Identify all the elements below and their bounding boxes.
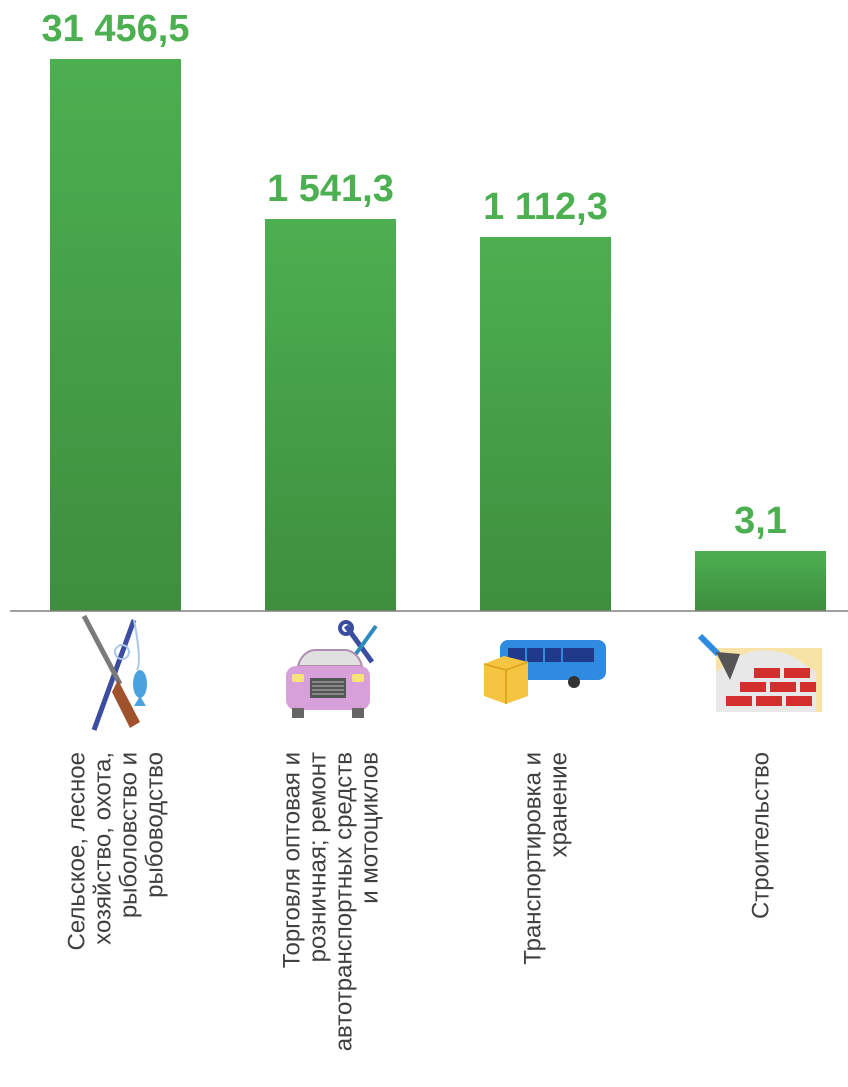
category-label-3: Транспортировка и хранение: [520, 752, 573, 965]
bar-1: [50, 59, 181, 611]
category-label-line: Сельское, лесное: [64, 752, 91, 951]
category-label-line: Торговля оптовая и: [279, 752, 306, 968]
car-repair-icon: [286, 620, 378, 718]
bar-value-label-2: 1 541,3: [267, 168, 394, 210]
category-label-line: Строительство: [748, 752, 775, 919]
category-label-line: и мотоциклов: [357, 752, 384, 904]
category-label-4: Строительство: [748, 752, 775, 919]
hunting-fishing-icon: [81, 614, 147, 731]
category-label-line: рыбоводство: [142, 752, 169, 898]
bar-3: [480, 237, 611, 611]
category-label-line: автотранспортных средств: [331, 752, 358, 1051]
bricks-trowel-icon: [697, 633, 822, 712]
category-label-line: рыболовство и: [116, 752, 143, 918]
bar-4: [695, 551, 826, 611]
bus-cargo-icon: [483, 640, 606, 704]
category-label-line: Транспортировка и: [520, 752, 547, 965]
category-label-line: хозяйство, охота,: [90, 752, 117, 945]
bar-value-label-4: 3,1: [734, 500, 787, 542]
category-label-line: хранение: [546, 752, 573, 857]
bar-value-label-1: 31 456,5: [42, 8, 190, 50]
category-label-line: розничная; ремонт: [305, 752, 332, 962]
category-label-2: Торговля оптовая и розничная; ремонт автот…: [279, 752, 384, 1051]
bar-value-label-3: 1 112,3: [483, 186, 608, 228]
bar-2: [265, 219, 396, 611]
category-label-1: Сельское, лесное хозяйство, охота, рыболов…: [64, 752, 169, 951]
